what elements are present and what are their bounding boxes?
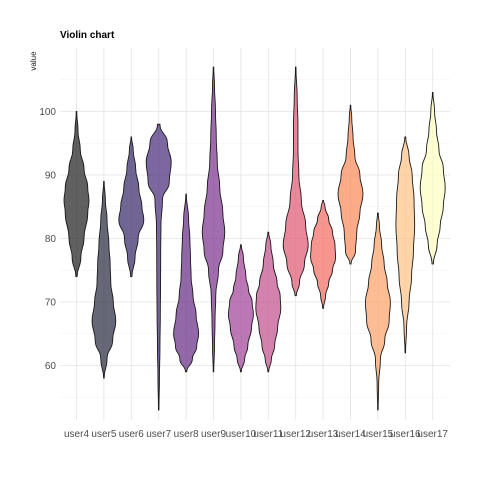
y-tick-label: 60 xyxy=(45,361,57,372)
violin-user13 xyxy=(310,199,337,309)
x-tick-label: user13 xyxy=(308,429,339,440)
violin-user11 xyxy=(255,231,282,373)
x-tick-label: user17 xyxy=(417,429,448,440)
x-tick-label: user15 xyxy=(363,429,394,440)
grid-lines xyxy=(60,48,450,420)
chart-title: Violin chart xyxy=(60,30,115,41)
y-tick-label: 90 xyxy=(45,171,57,182)
y-tick-label: 80 xyxy=(45,234,57,245)
violins-group xyxy=(63,66,446,411)
x-tick-label: user4 xyxy=(64,429,89,440)
violin-user5 xyxy=(91,180,117,379)
x-tick-label: user11 xyxy=(253,429,283,440)
violin-user16 xyxy=(395,136,416,354)
violin-user15 xyxy=(364,212,391,411)
violin-user14 xyxy=(337,104,364,265)
x-tick-label: user5 xyxy=(91,429,116,440)
y-axis-label: value xyxy=(29,51,38,71)
x-tick-label: user9 xyxy=(201,429,226,440)
violin-user6 xyxy=(118,136,145,278)
violin-user12 xyxy=(282,66,309,297)
x-tick-label: user6 xyxy=(119,429,144,440)
violin-user9 xyxy=(201,66,226,373)
violin-user8 xyxy=(173,193,200,373)
violin-user17 xyxy=(419,91,446,265)
x-tick-labels: user4 user5 user6 user7 user8 user9 user10user… xyxy=(64,429,448,440)
x-tick-label: user12 xyxy=(280,429,311,440)
violin-user10 xyxy=(227,244,254,373)
violin-user4 xyxy=(63,111,90,278)
x-tick-label: user14 xyxy=(335,429,366,440)
y-tick-labels: 60 70 80 90 100 xyxy=(39,107,56,372)
violin-user7 xyxy=(145,123,172,411)
x-tick-label: user7 xyxy=(146,429,171,440)
x-tick-label: user16 xyxy=(390,429,421,440)
y-tick-label: 70 xyxy=(45,298,57,309)
x-tick-label: user10 xyxy=(226,429,257,440)
x-tick-label: user8 xyxy=(174,429,199,440)
y-tick-label: 100 xyxy=(39,107,56,118)
